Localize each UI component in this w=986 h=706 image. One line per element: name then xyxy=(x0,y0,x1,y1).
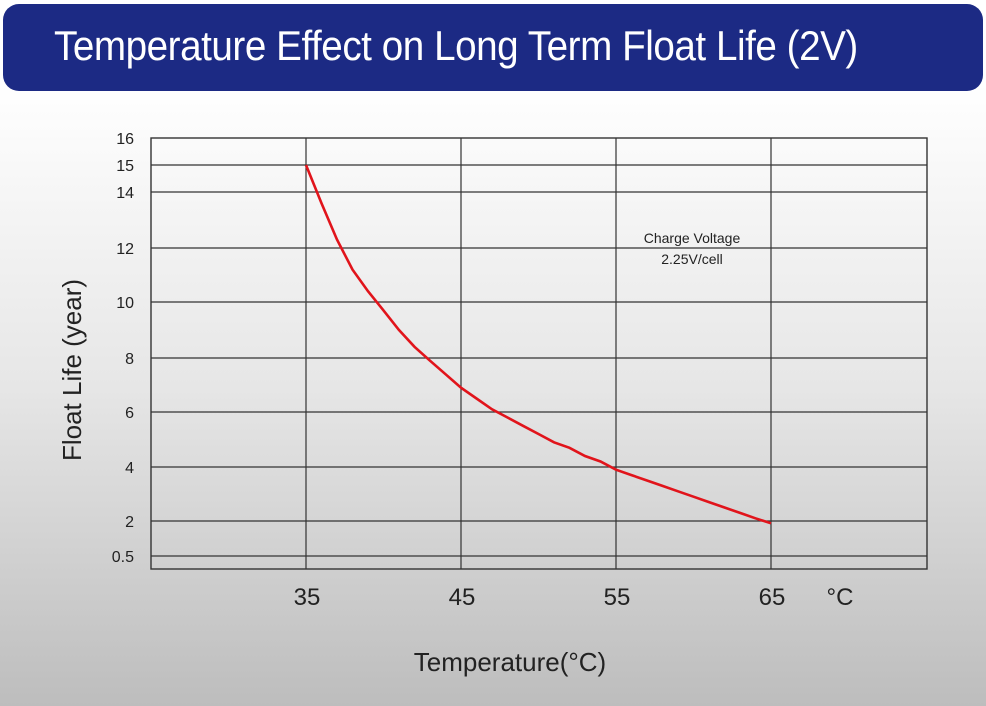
y-tick-label: 8 xyxy=(125,351,134,368)
x-tick-label: 35 xyxy=(294,584,321,611)
y-tick-label: 16 xyxy=(116,131,134,148)
x-tick-label: 55 xyxy=(604,584,631,611)
y-tick-label: 14 xyxy=(116,185,134,202)
y-tick-label: 12 xyxy=(116,241,134,258)
annotation-line-1: Charge Voltage xyxy=(644,230,741,246)
x-tick-label: 45 xyxy=(449,584,476,611)
x-tick-label: 65 xyxy=(759,584,786,611)
y-tick-label: 0.5 xyxy=(112,549,134,566)
plot-frame xyxy=(150,137,928,570)
page-title: Temperature Effect on Long Term Float Li… xyxy=(54,22,858,69)
y-tick-label: 15 xyxy=(116,158,134,175)
x-axis-title: Temperature(°C) xyxy=(414,647,606,677)
y-tick-label: 6 xyxy=(125,405,134,422)
y-tick-label: 4 xyxy=(125,460,134,477)
y-axis-title: Float Life (year) xyxy=(57,279,87,461)
y-tick-label: 2 xyxy=(125,514,134,531)
float-life-curve xyxy=(304,164,772,525)
x-unit-label: °C xyxy=(827,584,854,611)
annotation-line-2: 2.25V/cell xyxy=(661,251,722,267)
y-tick-label: 10 xyxy=(116,295,134,312)
title-bar: Temperature Effect on Long Term Float Li… xyxy=(3,4,983,91)
